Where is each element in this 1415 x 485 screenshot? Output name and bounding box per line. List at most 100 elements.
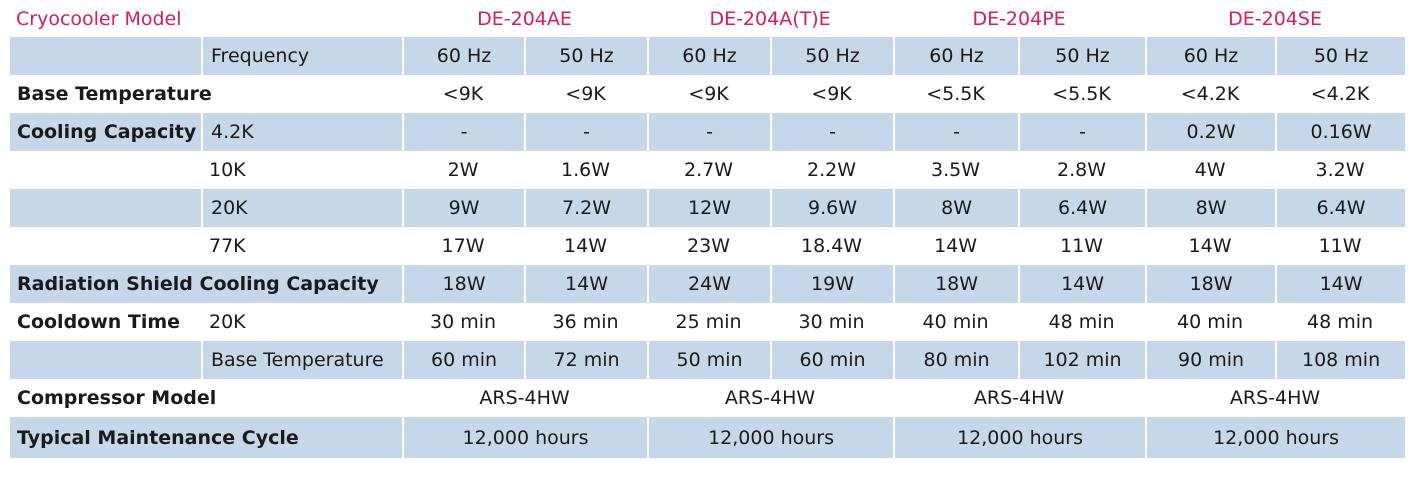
row-sublabel: 4.2K — [201, 113, 403, 151]
table-cell: 60 min — [770, 341, 894, 379]
table-cell: 8W — [1145, 189, 1276, 227]
table-cell: - — [647, 113, 771, 151]
row-sublabel: 77K — [209, 235, 246, 257]
table-cell: - — [1018, 113, 1146, 151]
table-cell: 11W — [1318, 235, 1362, 257]
row-label: Compressor Model — [17, 387, 217, 409]
cooling-capacity-row: 10K 2W 1.6W 2.7W 2.2W 3.5W 2.8W 4W 3.2W — [10, 151, 1405, 189]
header-row: Cryocooler Model DE-204AE DE-204A(T)E DE… — [10, 0, 1405, 37]
table-cell: 50 Hz — [1275, 37, 1406, 75]
table-cell: ARS-4HW — [479, 387, 570, 409]
row-sublabel: Frequency — [201, 37, 403, 75]
row-sublabel: 20K — [209, 311, 246, 333]
table-cell: - — [770, 113, 894, 151]
row-label: Typical Maintenance Cycle — [10, 417, 403, 458]
table-cell: 30 min — [429, 311, 497, 333]
table-cell: 11W — [1060, 235, 1104, 257]
table-cell: 60 Hz — [647, 37, 771, 75]
table-cell: 1.6W — [561, 159, 611, 181]
table-cell: 60 min — [402, 341, 525, 379]
table-cell: ARS-4HW — [724, 387, 816, 409]
table-cell: 14W — [1275, 265, 1406, 303]
table-cell: ARS-4HW — [973, 387, 1065, 409]
maintenance-cycle-row: Typical Maintenance Cycle 12,000 hours 1… — [10, 417, 1406, 458]
table-cell: <9K — [442, 83, 484, 105]
table-cell: 90 min — [1145, 341, 1276, 379]
table-cell: 18.4W — [800, 235, 863, 257]
row-label: Radiation Shield Cooling Capacity — [10, 265, 403, 303]
table-cell: ARS-4HW — [1229, 387, 1321, 409]
cooling-capacity-row: 20K 9W 7.2W 12W 9.6W 8W 6.4W 8W 6.4W — [10, 189, 1406, 227]
spec-table: Cryocooler Model DE-204AE DE-204A(T)E DE… — [10, 0, 1406, 458]
row-label: Cooling Capacity — [10, 113, 201, 151]
table-cell: 8W — [893, 189, 1019, 227]
table-cell: 50 Hz — [1018, 37, 1146, 75]
table-cell: <4.2K — [1310, 83, 1370, 105]
table-cell: 12W — [647, 189, 771, 227]
table-cell: 60 Hz — [1145, 37, 1276, 75]
table-cell: 50 Hz — [524, 37, 648, 75]
table-cell: 14W — [524, 265, 648, 303]
row-label: Cooldown Time — [17, 311, 181, 333]
table-cell: 2W — [447, 159, 479, 181]
table-title: Cryocooler Model — [16, 7, 182, 30]
base-temperature-row: Base Temperature <9K <9K <9K <9K <5.5K <… — [10, 75, 1405, 113]
table-cell: 72 min — [524, 341, 648, 379]
table-cell: 30 min — [798, 311, 865, 333]
table-cell: 14W — [1018, 265, 1146, 303]
table-cell: - — [402, 113, 525, 151]
empty-cell — [10, 189, 201, 227]
row-sublabel: 10K — [209, 159, 246, 181]
table-cell: 14W — [934, 235, 978, 257]
table-cell: 0.16W — [1275, 113, 1406, 151]
table-cell: 17W — [441, 235, 485, 257]
empty-cell — [10, 227, 201, 265]
model-header: DE-204SE — [1228, 7, 1322, 30]
model-header: DE-204A(T)E — [709, 7, 831, 30]
cooldown-time-row: Base Temperature 60 min 72 min 50 min 60… — [10, 341, 1406, 379]
table-cell: 18W — [402, 265, 525, 303]
table-cell: <4.2K — [1180, 83, 1240, 105]
empty-cell — [10, 37, 201, 75]
table-cell: 18W — [893, 265, 1019, 303]
row-sublabel: 20K — [201, 189, 403, 227]
table-cell: 6.4W — [1275, 189, 1406, 227]
cooling-capacity-row: 77K 17W 14W 23W 18.4W 14W 11W 14W 11W — [10, 227, 1405, 265]
table-cell: 50 min — [647, 341, 771, 379]
frequency-row: Frequency 60 Hz 50 Hz 60 Hz 50 Hz 60 Hz … — [10, 37, 1406, 75]
table-cell: <9K — [565, 83, 606, 105]
table-cell: 12,000 hours — [402, 417, 648, 458]
table-cell: 4W — [1194, 159, 1226, 181]
cooldown-time-row: Cooldown Time 20K 30 min 36 min 25 min 3… — [10, 303, 1405, 341]
table-cell: 12,000 hours — [647, 417, 894, 458]
table-cell: 2.2W — [807, 159, 857, 181]
table-cell: 18W — [1145, 265, 1276, 303]
table-cell: 50 Hz — [770, 37, 894, 75]
table-cell: 7.2W — [524, 189, 648, 227]
table-cell: 3.2W — [1315, 159, 1365, 181]
empty-cell — [10, 341, 201, 379]
table-cell: - — [524, 113, 648, 151]
table-cell: 102 min — [1018, 341, 1146, 379]
table-cell: 108 min — [1275, 341, 1406, 379]
table-cell: 6.4W — [1018, 189, 1146, 227]
compressor-model-row: Compressor Model ARS-4HW ARS-4HW ARS-4HW… — [10, 379, 1405, 417]
table-cell: 9W — [402, 189, 525, 227]
table-cell: 9.6W — [770, 189, 894, 227]
table-cell: 40 min — [922, 311, 989, 333]
table-cell: 14W — [1188, 235, 1232, 257]
table-cell: 23W — [687, 235, 731, 257]
table-cell: <5.5K — [1052, 83, 1111, 105]
table-cell: 3.5W — [931, 159, 981, 181]
table-cell: 48 min — [1048, 311, 1115, 333]
table-cell: 40 min — [1177, 311, 1244, 333]
table-cell: 12,000 hours — [1145, 417, 1406, 458]
table-cell: 48 min — [1307, 311, 1374, 333]
row-sublabel: Base Temperature — [201, 341, 403, 379]
table-cell: 80 min — [893, 341, 1019, 379]
table-cell: <5.5K — [926, 83, 985, 105]
table-cell: 25 min — [675, 311, 742, 333]
table-cell: 60 Hz — [402, 37, 525, 75]
table-cell: 24W — [647, 265, 771, 303]
table-cell: <9K — [688, 83, 729, 105]
